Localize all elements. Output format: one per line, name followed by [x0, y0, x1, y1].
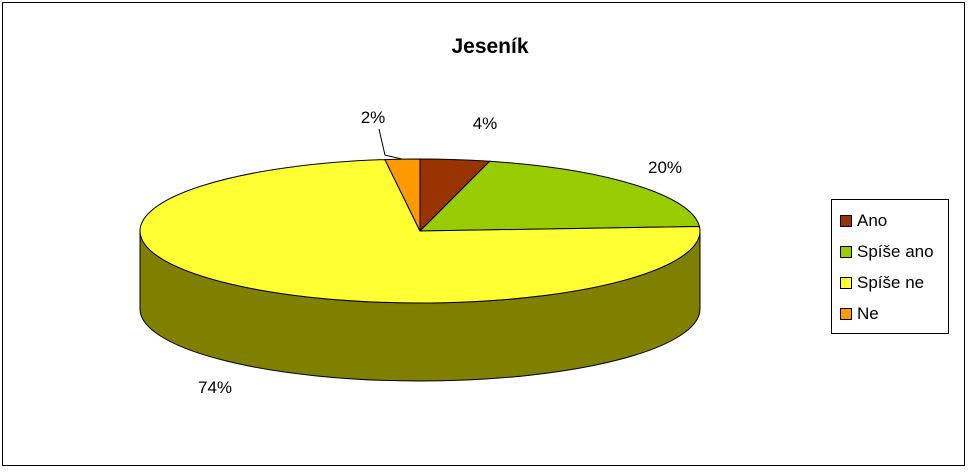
legend-swatch	[840, 308, 852, 320]
data-labels: 4% 20% 74% 2%	[198, 108, 682, 397]
legend-item-spise-ne: Spíše ne	[840, 272, 924, 294]
chart-title: Jeseník	[451, 35, 528, 58]
legend-label: Ano	[857, 211, 888, 230]
pie-slice-spise-ne	[139, 159, 701, 304]
data-label-ne: 2%	[361, 108, 386, 127]
pie-slice-spise-ano	[418, 160, 701, 232]
legend-item-ano: Ano	[840, 210, 887, 232]
pie-slices	[139, 158, 701, 382]
legend-label: Spíše ne	[857, 273, 925, 292]
legend-item-spise-ano: Spíše ano	[840, 241, 934, 263]
pie-slice-ne	[384, 158, 421, 232]
chart-area: Jeseník 4% 20% 74% 2% Ano Spíše ano Spíše n…	[2, 2, 965, 466]
legend-label: Spíše ano	[857, 242, 934, 261]
legend-item-ne: Ne	[840, 303, 879, 325]
legend-label: Ne	[857, 304, 879, 323]
data-label-spise-ano: 20%	[648, 158, 682, 177]
legend-swatch	[840, 215, 852, 227]
legend-swatch	[840, 246, 852, 258]
data-label-spise-ne: 74%	[198, 378, 232, 397]
data-label-ano: 4%	[473, 114, 498, 133]
leader-line	[378, 128, 403, 160]
pie-chart: Jeseník 4% 20% 74% 2%	[139, 35, 701, 397]
legend-swatch	[840, 277, 852, 289]
legend: Ano Spíše ano Spíše ne Ne	[831, 199, 949, 334]
